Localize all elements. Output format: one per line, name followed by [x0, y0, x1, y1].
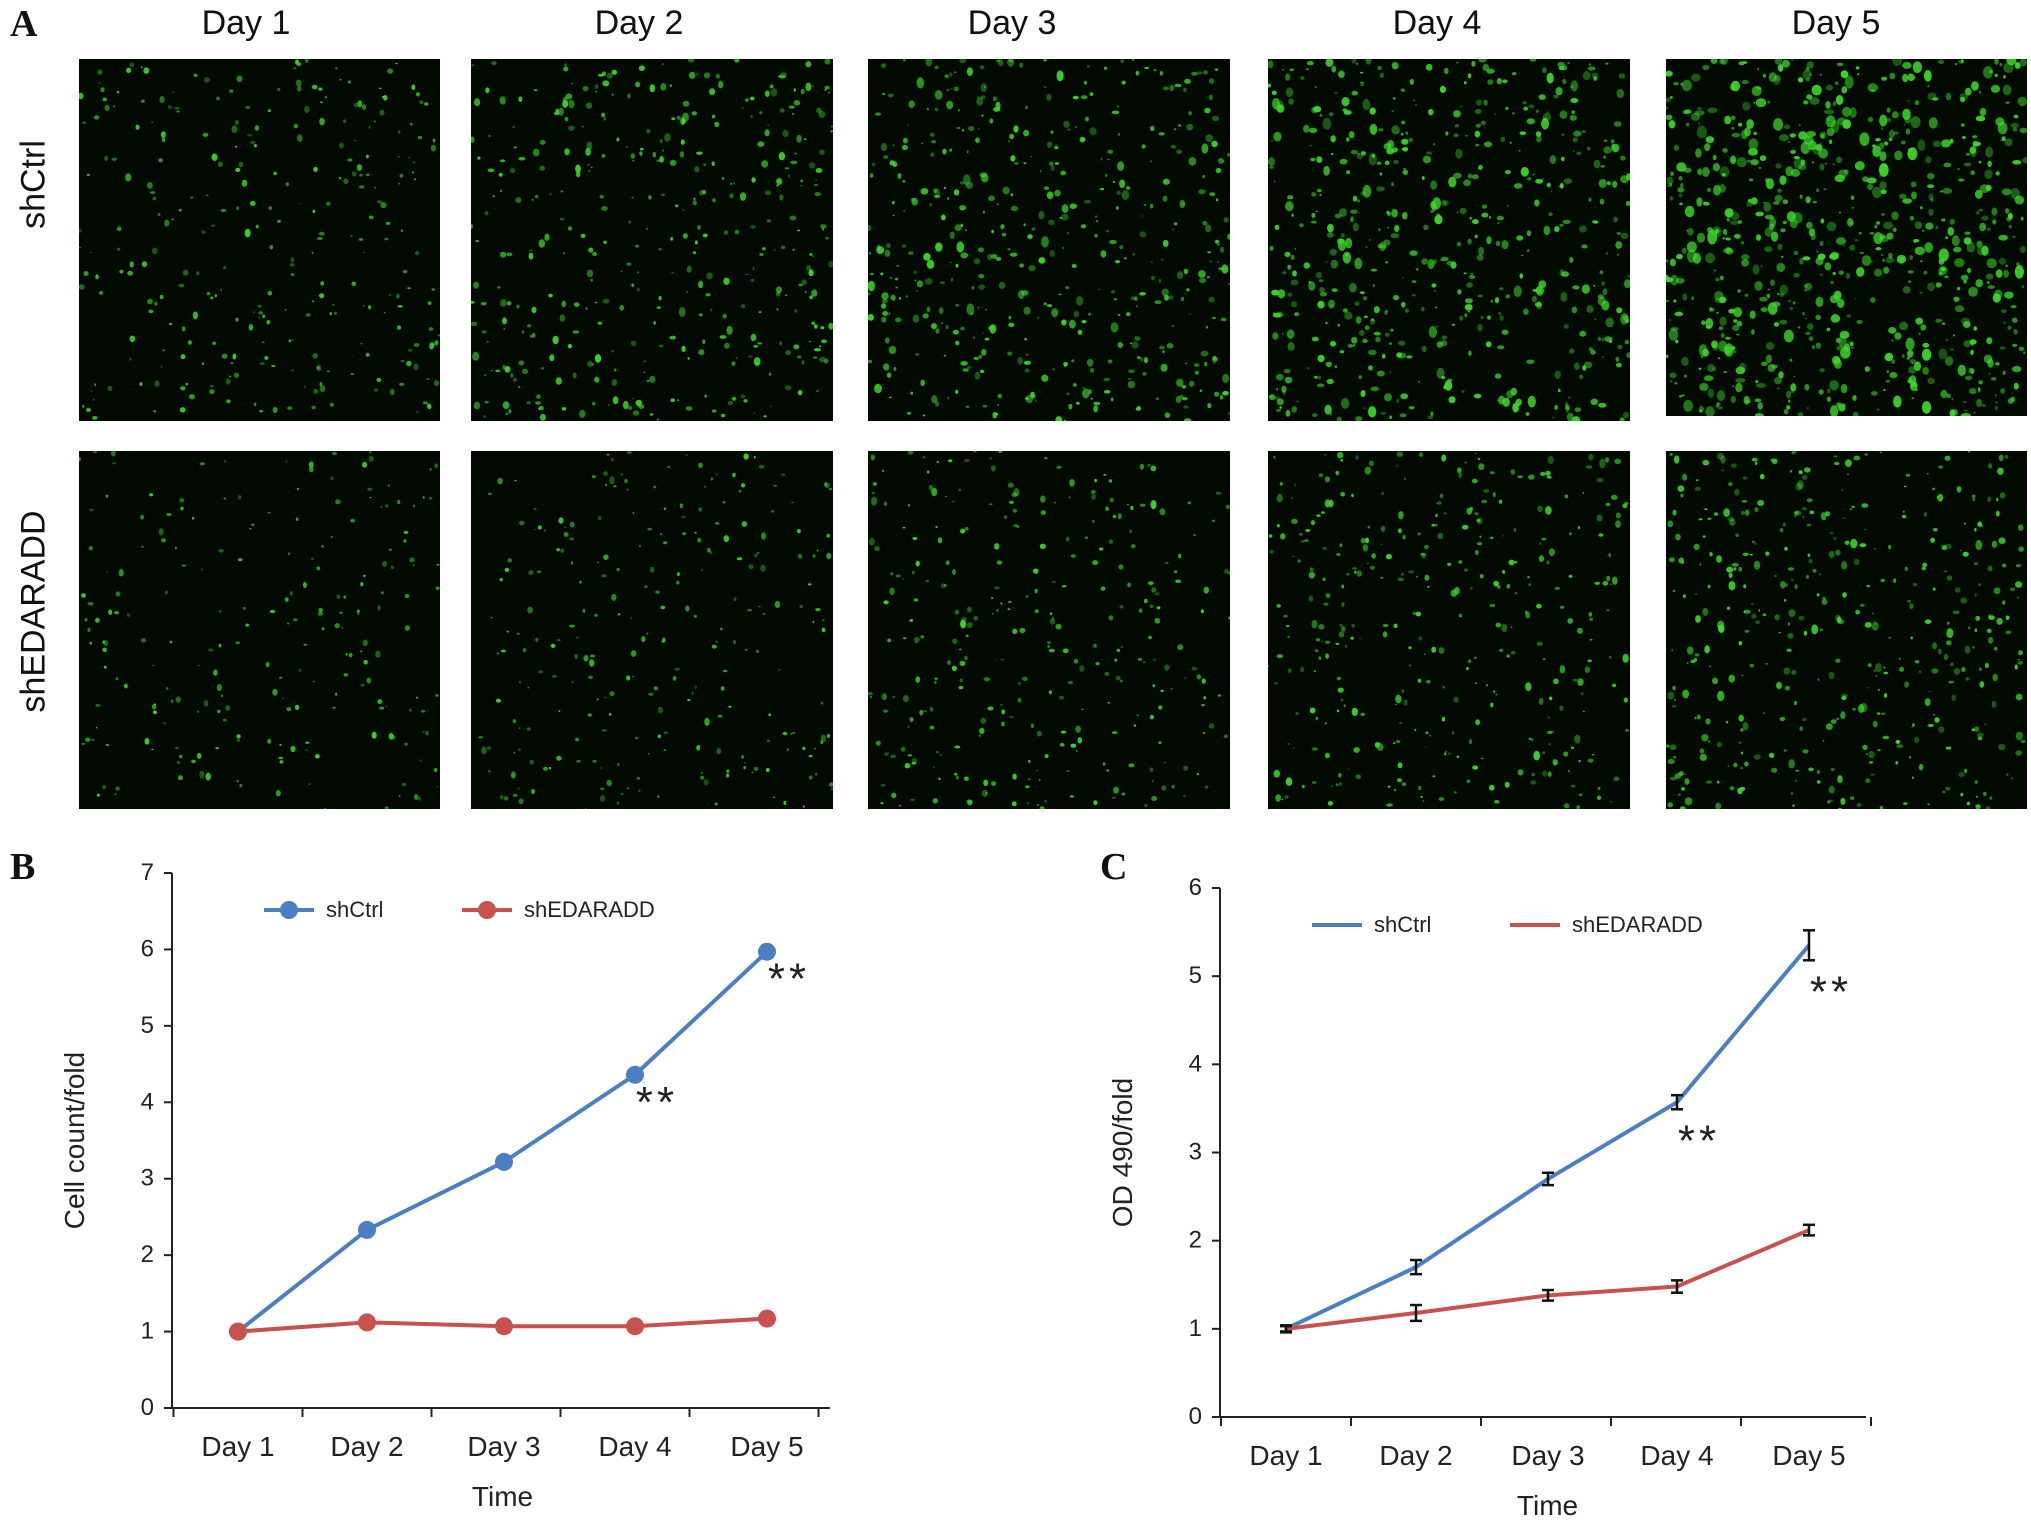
y-tick-label: 4	[141, 1088, 154, 1115]
error-bar-shctrl-day-5	[1803, 929, 1815, 962]
y-tick-label: 3	[141, 1165, 154, 1192]
y-tick-label: 6	[141, 935, 154, 962]
series-line-shedaradd	[1285, 1228, 1810, 1331]
x-tick-label-day-5: Day 5	[1772, 1440, 1845, 1471]
micrograph-image	[79, 451, 440, 809]
point-shctrl-day-5	[758, 942, 776, 961]
y-tick-label: 7	[141, 859, 154, 886]
series-line-shctrl	[1285, 944, 1811, 1331]
x-tick-label-day-1: Day 1	[1249, 1440, 1322, 1471]
significance-day-5: **	[768, 955, 810, 1004]
point-shedaradd-day-3	[495, 1317, 513, 1336]
micrograph-image	[1268, 59, 1630, 421]
significance-day-5: **	[1810, 967, 1852, 1016]
error-bar-shedaradd-day-3	[1542, 1288, 1554, 1302]
micrograph-shedaradd-day-5	[1666, 451, 2027, 809]
x-tick-label-day-2: Day 2	[330, 1431, 403, 1462]
micrograph-image	[1268, 451, 1630, 809]
micrograph-shctrl-day-3	[868, 59, 1230, 421]
y-axis-title: OD 490/fold	[1107, 1078, 1138, 1227]
error-bar-shctrl-day-3	[1542, 1171, 1554, 1187]
error-bar-shedaradd-day-4	[1671, 1279, 1683, 1294]
error-bar-shctrl-day-2	[1410, 1258, 1422, 1276]
micrograph-image	[471, 59, 833, 421]
legend-item-shctrl: shCtrl	[264, 897, 383, 922]
micrograph-image	[1666, 451, 2027, 809]
y-tick-label: 4	[1189, 1050, 1202, 1077]
micrograph-shctrl-day-4	[1268, 59, 1630, 421]
error-bar-shctrl-day-4	[1671, 1093, 1683, 1111]
micrograph-shedaradd-day-3	[868, 451, 1230, 809]
y-tick-label: 1	[1189, 1315, 1202, 1342]
micrograph-shctrl-day-5	[1666, 59, 2027, 416]
legend-label-shctrl: shCtrl	[1374, 912, 1431, 937]
y-tick-label: 0	[141, 1394, 154, 1421]
micrograph-image	[79, 59, 440, 421]
micrograph-image	[868, 451, 1230, 809]
micrograph-shedaradd-day-1	[79, 451, 440, 809]
x-axis-title: Time	[1517, 1490, 1578, 1521]
significance-day-4: **	[636, 1078, 678, 1127]
x-tick-label-day-3: Day 3	[1511, 1440, 1584, 1471]
point-shedaradd-day-4	[626, 1317, 644, 1336]
x-tick-label-day-1: Day 1	[201, 1431, 274, 1462]
y-tick-label: 0	[1189, 1403, 1202, 1430]
legend-item-shedaradd: shEDARADD	[462, 897, 655, 922]
micrograph-image	[471, 451, 833, 809]
x-tick-label-day-5: Day 5	[730, 1431, 803, 1462]
point-shctrl-day-2	[358, 1220, 376, 1239]
micrograph-shedaradd-day-4	[1268, 451, 1630, 809]
legend-item-shctrl: shCtrl	[1312, 912, 1431, 937]
column-label-day-5: Day 5	[1791, 4, 1881, 42]
point-shedaradd-day-1	[229, 1322, 247, 1341]
error-bar-shedaradd-day-5	[1803, 1223, 1815, 1237]
micrograph-shctrl-day-1	[79, 59, 440, 421]
error-bar-shedaradd-day-1	[1280, 1324, 1292, 1333]
legend-marker	[478, 901, 496, 919]
column-label-day-3: Day 3	[967, 4, 1057, 42]
point-shedaradd-day-2	[358, 1313, 376, 1332]
legend-marker	[280, 901, 298, 919]
x-tick-label-day-4: Day 4	[1640, 1440, 1713, 1471]
error-bar-shedaradd-day-2	[1410, 1303, 1422, 1323]
legend-label-shedaradd: shEDARADD	[524, 897, 655, 922]
micrograph-shctrl-day-2	[471, 59, 833, 421]
y-tick-label: 5	[141, 1012, 154, 1039]
y-tick-label: 3	[1189, 1139, 1202, 1166]
legend-item-shedaradd: shEDARADD	[1510, 912, 1703, 937]
panel-a-letter: A	[10, 3, 38, 45]
panel-b-letter: B	[10, 846, 36, 888]
x-axis-title: Time	[472, 1481, 533, 1512]
point-shctrl-day-3	[495, 1152, 513, 1171]
y-axis-title: Cell count/fold	[59, 1052, 90, 1229]
point-shctrl-day-4	[626, 1065, 644, 1084]
column-label-day-2: Day 2	[594, 4, 684, 42]
y-tick-label: 2	[1189, 1227, 1202, 1254]
column-label-day-4: Day 4	[1392, 4, 1482, 42]
legend-label-shedaradd: shEDARADD	[1572, 912, 1703, 937]
legend-label-shctrl: shCtrl	[326, 897, 383, 922]
point-shedaradd-day-5	[758, 1309, 776, 1328]
y-tick-label: 6	[1189, 874, 1202, 901]
x-tick-label-day-2: Day 2	[1379, 1440, 1452, 1471]
micrograph-image	[1666, 59, 2027, 416]
panel-c-letter: C	[1100, 846, 1128, 888]
y-tick-label: 5	[1189, 962, 1202, 989]
y-tick-label: 1	[141, 1318, 154, 1345]
x-tick-label-day-4: Day 4	[598, 1431, 671, 1462]
significance-day-4: **	[1678, 1116, 1720, 1165]
micrograph-shedaradd-day-2	[471, 451, 833, 809]
x-tick-label-day-3: Day 3	[467, 1431, 540, 1462]
micrograph-image	[868, 59, 1230, 421]
y-tick-label: 2	[141, 1241, 154, 1268]
column-label-day-1: Day 1	[201, 4, 291, 42]
